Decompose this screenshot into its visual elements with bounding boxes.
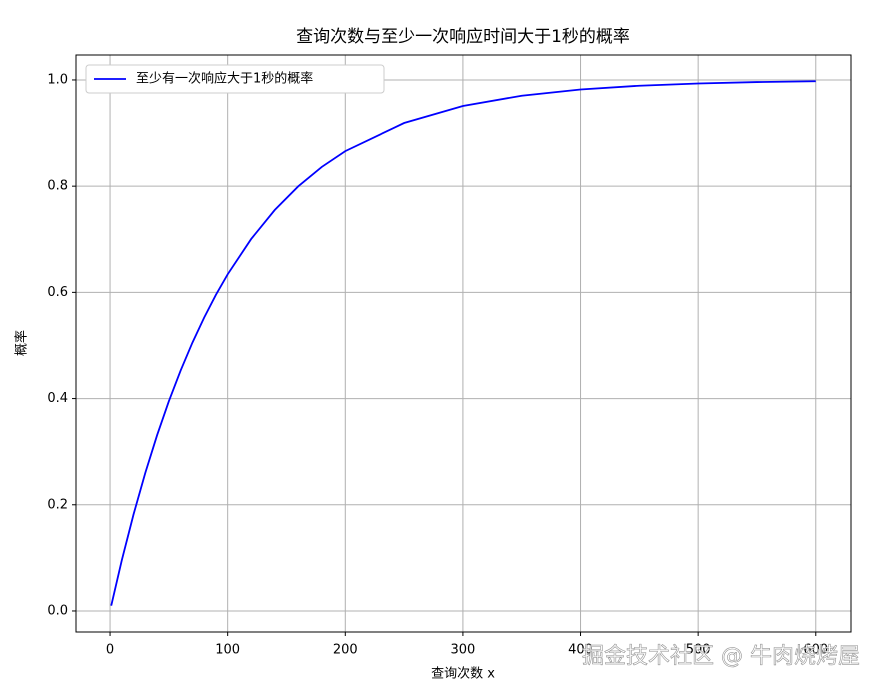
x-tick-label: 400	[568, 643, 593, 658]
y-tick-label: 0.6	[47, 285, 68, 300]
watermark: 掘金技术社区 @ 牛肉烧烤屋	[582, 644, 860, 669]
x-tick-label: 500	[686, 643, 711, 658]
y-tick-label: 0.4	[47, 391, 68, 406]
x-tick-label: 100	[215, 643, 240, 658]
y-tick-label: 1.0	[47, 72, 68, 87]
x-tick-label: 600	[803, 643, 828, 658]
x-tick-label: 200	[333, 643, 358, 658]
line	[110, 80, 816, 606]
legend-label: 至少有一次响应大于1秒的概率	[136, 71, 313, 87]
y-tick-label: 0.0	[47, 603, 68, 618]
legend-box	[85, 64, 385, 94]
y-tick-label: 0.8	[47, 179, 68, 194]
y-tick-label: 0.2	[47, 497, 68, 512]
plot-frame	[75, 54, 852, 633]
x-tick-label: 300	[450, 643, 475, 658]
y-axis-label: 概率	[14, 330, 30, 356]
x-axis-label: 查询次数 x	[431, 666, 495, 682]
chart-title: 查询次数与至少一次响应时间大于1秒的概率	[296, 27, 630, 47]
x-tick-label: 0	[106, 643, 114, 658]
